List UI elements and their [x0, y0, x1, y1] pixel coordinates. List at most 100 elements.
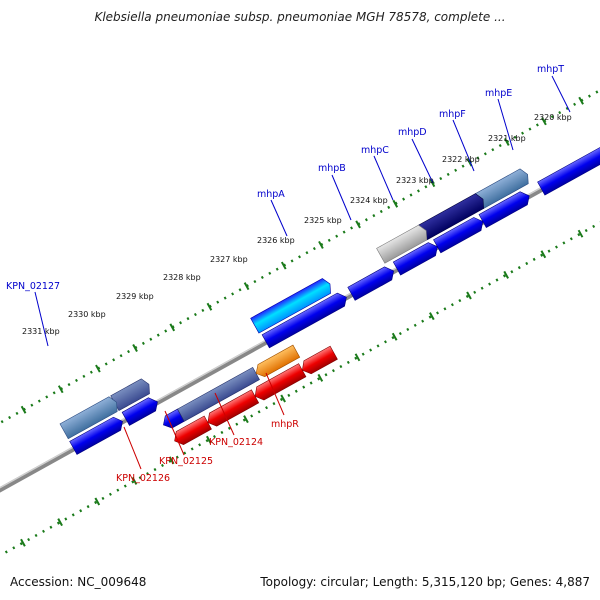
kbp-label-2320: 2320 kbp	[534, 113, 572, 122]
gene-KPN_02127-feature[interactable]	[110, 377, 153, 412]
major-tick	[132, 343, 138, 352]
map-title: Klebsiella pneumoniae subsp. pneumoniae …	[94, 10, 506, 24]
gene-fwd-far-left-feature[interactable]	[69, 414, 126, 455]
leader-KPN_02125	[164, 410, 185, 456]
major-tick	[243, 415, 249, 424]
major-tick	[169, 323, 176, 332]
leader-mhpE	[497, 98, 514, 151]
forward-gene-labels: mhpT mhpE mhpF mhpD mhpC mhpB mhpA KPN_0…	[6, 64, 571, 347]
major-tick	[392, 199, 399, 208]
leader-mhpT	[551, 75, 571, 113]
label-mhpC[interactable]: mhpC	[361, 145, 389, 156]
leader-mhpF	[452, 119, 475, 172]
major-tick	[503, 137, 510, 146]
kbp-label-2328: 2328 kbp	[163, 273, 201, 282]
label-mhpT[interactable]: mhpT	[537, 64, 564, 75]
major-tick	[94, 497, 101, 506]
major-tick	[317, 373, 324, 382]
major-tick	[243, 282, 250, 291]
leader-KPN_02127	[34, 291, 49, 347]
label-mhpB[interactable]: mhpB	[318, 163, 346, 174]
gene-mhpT-feature[interactable]	[537, 143, 600, 196]
major-tick	[541, 117, 547, 126]
gene-fwd-left-feature[interactable]	[121, 395, 161, 426]
major-tick	[131, 476, 138, 485]
gene-KPN_02124-feature[interactable]	[253, 344, 301, 380]
major-tick	[540, 250, 547, 259]
major-tick	[391, 332, 398, 341]
major-tick	[20, 405, 27, 414]
gene-KPN_02125-feature[interactable]	[177, 366, 260, 422]
kbp-label-2329: 2329 kbp	[116, 292, 154, 301]
kbp-label-2330: 2330 kbp	[68, 310, 106, 319]
label-mhpE[interactable]: mhpE	[485, 88, 512, 99]
gene-mhpD-feature[interactable]	[376, 223, 431, 264]
major-tick	[429, 179, 436, 188]
gene-mhpA-feature[interactable]	[250, 277, 334, 334]
inner-tick-line	[4, 163, 600, 554]
major-tick	[205, 435, 212, 444]
reverse-genes	[160, 344, 338, 448]
kbp-label-2327: 2327 kbp	[210, 255, 248, 264]
kbp-label-2325: 2325 kbp	[304, 216, 342, 225]
leader-mhpB	[331, 174, 352, 221]
major-tick	[57, 385, 64, 394]
gene-fwd-2-feature[interactable]	[392, 240, 441, 276]
major-tick	[20, 538, 26, 547]
label-mhpA[interactable]: mhpA	[257, 189, 285, 200]
gene-KPN_02126-feature[interactable]	[160, 408, 185, 431]
gene-fwd-4-feature[interactable]	[478, 189, 533, 229]
label-mhpR[interactable]: mhpR	[271, 419, 299, 430]
accession-text: Accession: NC_009648	[10, 575, 147, 589]
major-tick	[318, 240, 324, 249]
major-ticks-outer	[20, 96, 584, 414]
label-KPN_02127[interactable]: KPN_02127	[6, 281, 60, 292]
major-tick	[280, 261, 287, 270]
label-mhpF[interactable]: mhpF	[439, 109, 466, 120]
major-ticks-inner	[20, 229, 584, 547]
gene-mhpB-feature[interactable]	[347, 264, 397, 301]
major-tick	[466, 291, 472, 300]
kbp-label-2322: 2322 kbp	[442, 155, 480, 164]
gene-fwd-1-feature[interactable]	[261, 290, 350, 349]
leader-mhpD	[411, 138, 434, 184]
major-tick	[355, 220, 361, 229]
leader-mhpA	[270, 199, 288, 237]
gene-rev-red-3-feature[interactable]	[251, 363, 307, 403]
leader-mhpR	[265, 372, 285, 416]
gene-far-left-feature[interactable]	[59, 395, 121, 440]
major-tick	[206, 302, 213, 311]
leader-KPN_02126	[123, 426, 142, 470]
major-tick	[57, 518, 63, 527]
gene-mhpR-feature[interactable]	[299, 345, 338, 377]
kbp-label-2321: 2321 kbp	[488, 134, 526, 143]
major-tick	[429, 312, 435, 321]
label-KPN_02125[interactable]: KPN_02125	[159, 456, 213, 467]
genome-summary-text: Topology: circular; Length: 5,315,120 bp…	[260, 575, 590, 589]
major-tick	[503, 270, 509, 279]
label-KPN_02126[interactable]: KPN_02126	[116, 473, 170, 484]
reverse-gene-labels: mhpR KPN_02124 KPN_02125 KPN_02126	[116, 372, 299, 484]
gene-rev-red-2-feature[interactable]	[204, 389, 260, 429]
major-tick	[168, 456, 175, 465]
major-tick	[466, 158, 473, 167]
major-tick	[280, 394, 286, 403]
leader-mhpC	[373, 155, 394, 201]
major-tick	[354, 353, 361, 362]
leader-KPN_02124	[214, 392, 235, 436]
kbp-label-2331: 2331 kbp	[22, 327, 60, 336]
gene-rev-red-1-feature[interactable]	[171, 415, 212, 448]
forward-genes	[59, 143, 600, 455]
kbp-label-2326: 2326 kbp	[257, 236, 295, 245]
kbp-label-2324: 2324 kbp	[350, 196, 388, 205]
label-mhpD[interactable]: mhpD	[398, 127, 427, 138]
kbp-label-2323: 2323 kbp	[396, 176, 434, 185]
outer-tick-line	[0, 62, 600, 453]
major-tick	[578, 96, 584, 105]
gene-fwd-3-feature[interactable]	[433, 215, 487, 254]
label-KPN_02124[interactable]: KPN_02124	[209, 437, 263, 448]
major-tick	[577, 229, 584, 238]
kbp-tick-labels: 2320 kbp 2321 kbp 2322 kbp 2323 kbp 2324…	[22, 113, 572, 336]
major-tick	[95, 364, 101, 373]
